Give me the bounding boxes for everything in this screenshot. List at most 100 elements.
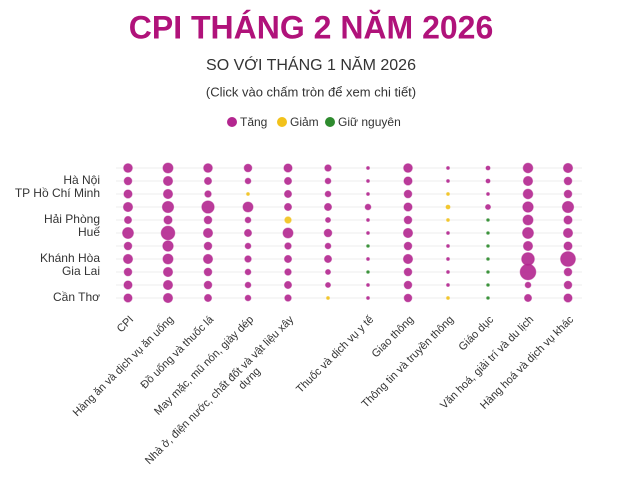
dot[interactable] [162, 292, 174, 304]
dot[interactable] [203, 241, 213, 251]
dot[interactable] [162, 188, 174, 200]
dot[interactable] [203, 176, 213, 186]
dot[interactable] [486, 257, 490, 261]
dot[interactable] [563, 267, 573, 277]
dot[interactable] [486, 283, 490, 287]
dot[interactable] [162, 253, 174, 265]
dot[interactable] [560, 251, 576, 267]
dot[interactable] [123, 267, 133, 277]
dot[interactable] [162, 175, 174, 187]
dot[interactable] [403, 267, 413, 277]
dot[interactable] [486, 270, 490, 274]
dot[interactable] [563, 215, 573, 225]
dot[interactable] [366, 270, 370, 274]
dot[interactable] [446, 231, 450, 235]
dot[interactable] [283, 254, 293, 264]
dot[interactable] [324, 268, 332, 276]
dot[interactable] [244, 216, 252, 224]
dot[interactable] [282, 227, 294, 239]
dot[interactable] [486, 244, 490, 248]
dot[interactable] [123, 293, 133, 303]
dot[interactable] [204, 190, 212, 198]
dot[interactable] [244, 255, 252, 263]
dot[interactable] [324, 242, 332, 250]
dot[interactable] [364, 203, 372, 211]
dot[interactable] [283, 202, 293, 212]
dot[interactable] [446, 244, 450, 248]
dot[interactable] [160, 225, 176, 241]
dot[interactable] [244, 268, 252, 276]
dot[interactable] [244, 294, 252, 302]
dot[interactable] [522, 227, 534, 239]
dot[interactable] [161, 200, 175, 214]
dot[interactable] [242, 201, 254, 213]
dot[interactable] [366, 283, 370, 287]
dot[interactable] [162, 279, 174, 291]
dot[interactable] [283, 176, 293, 186]
dot[interactable] [366, 179, 370, 183]
dot[interactable] [562, 162, 574, 174]
dot[interactable] [446, 257, 450, 261]
dot[interactable] [486, 218, 490, 222]
dot[interactable] [403, 293, 413, 303]
dot[interactable] [403, 202, 413, 212]
dot[interactable] [486, 296, 490, 300]
dot[interactable] [522, 188, 534, 200]
dot[interactable] [522, 201, 534, 213]
dot[interactable] [244, 242, 252, 250]
dot[interactable] [163, 215, 173, 225]
dot[interactable] [563, 241, 573, 251]
dot[interactable] [366, 192, 370, 196]
dot[interactable] [522, 162, 534, 174]
dot[interactable] [326, 296, 330, 300]
dot[interactable] [202, 227, 214, 239]
dot[interactable] [403, 189, 413, 199]
dot[interactable] [123, 189, 133, 199]
dot[interactable] [446, 179, 450, 183]
dot[interactable] [366, 296, 370, 300]
dot[interactable] [324, 190, 332, 198]
dot[interactable] [445, 204, 451, 210]
dot[interactable] [563, 293, 573, 303]
dot[interactable] [485, 178, 491, 184]
dot[interactable] [366, 244, 370, 248]
dot[interactable] [403, 280, 413, 290]
dot[interactable] [324, 216, 332, 224]
dot[interactable] [403, 163, 413, 173]
dot[interactable] [122, 227, 134, 239]
dot[interactable] [162, 266, 174, 278]
dot[interactable] [485, 165, 491, 171]
dot[interactable] [244, 177, 252, 185]
dot[interactable] [123, 241, 133, 251]
dot[interactable] [324, 164, 332, 172]
dot[interactable] [563, 280, 573, 290]
dot[interactable] [123, 163, 133, 173]
dot[interactable] [283, 280, 293, 290]
dot[interactable] [123, 280, 133, 290]
dot[interactable] [201, 200, 215, 214]
dot[interactable] [203, 163, 213, 173]
dot[interactable] [366, 166, 370, 170]
dot[interactable] [123, 176, 133, 186]
dot[interactable] [402, 227, 414, 239]
dot[interactable] [484, 203, 492, 211]
dot[interactable] [563, 189, 573, 199]
dot[interactable] [446, 283, 450, 287]
dot[interactable] [523, 293, 533, 303]
dot[interactable] [284, 294, 292, 302]
dot[interactable] [486, 231, 490, 235]
dot[interactable] [323, 254, 333, 264]
dot[interactable] [324, 281, 332, 289]
dot[interactable] [519, 263, 537, 281]
dot[interactable] [122, 201, 134, 213]
dot[interactable] [563, 176, 573, 186]
dot[interactable] [521, 252, 535, 266]
dot[interactable] [486, 192, 490, 196]
dot[interactable] [446, 270, 450, 274]
dot[interactable] [123, 215, 133, 225]
dot[interactable] [446, 166, 450, 170]
dot[interactable] [366, 218, 370, 222]
dot[interactable] [203, 293, 213, 303]
dot[interactable] [522, 175, 534, 187]
dot[interactable] [283, 189, 293, 199]
